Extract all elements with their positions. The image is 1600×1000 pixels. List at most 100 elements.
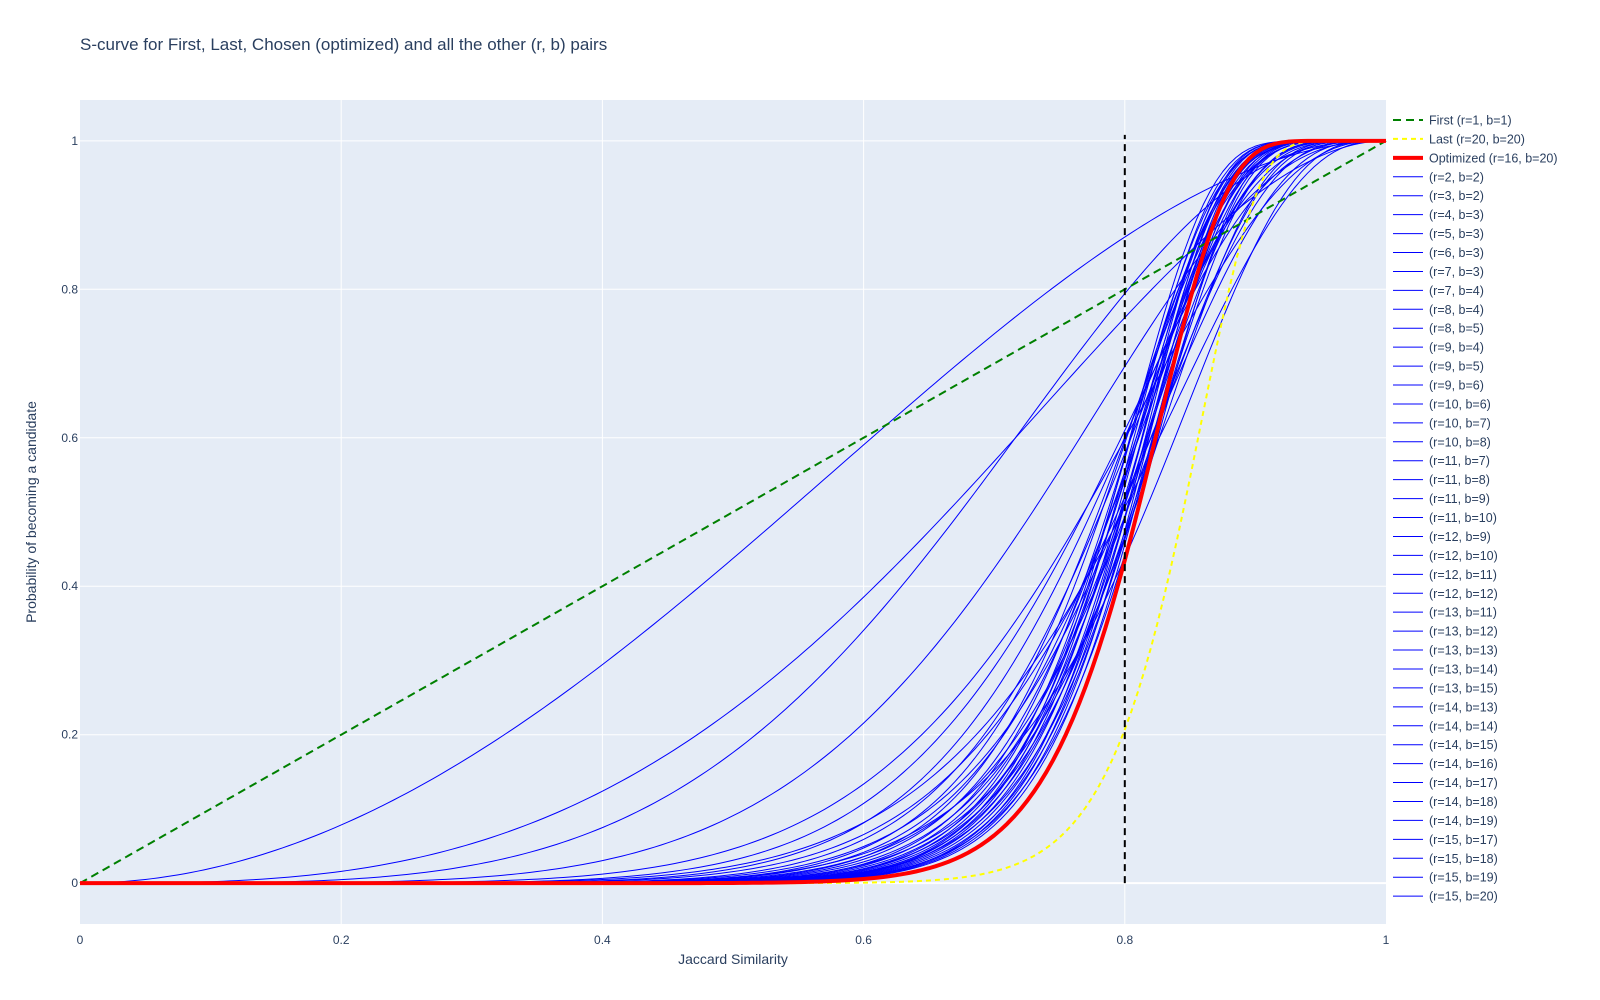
legend-item[interactable]: (r=13, b=12) [1393,625,1498,639]
legend-item[interactable]: (r=7, b=3) [1393,265,1484,279]
x-tick-label: 1 [1383,933,1390,947]
legend-item[interactable]: (r=9, b=6) [1393,379,1484,393]
legend-label: (r=11, b=7) [1429,454,1490,468]
plot-area [80,100,1386,924]
legend-item[interactable]: (r=10, b=7) [1393,416,1491,430]
y-tick-label: 0.2 [61,728,78,742]
legend-label: (r=13, b=11) [1429,606,1497,620]
legend[interactable]: First (r=1, b=1) Last (r=20, b=20) Optimiz… [1393,114,1558,904]
legend-label: (r=8, b=4) [1429,303,1484,317]
legend-label: (r=14, b=13) [1429,700,1498,714]
legend-item[interactable]: (r=4, b=3) [1393,208,1484,222]
legend-item[interactable]: (r=15, b=17) [1393,833,1498,847]
series-line-pairs [80,140,1387,884]
legend-label: (r=14, b=14) [1429,719,1498,733]
legend-label: (r=12, b=12) [1429,587,1498,601]
legend-item[interactable]: (r=5, b=3) [1393,227,1484,241]
legend-label: (r=10, b=8) [1429,435,1491,449]
legend-item[interactable]: (r=9, b=5) [1393,360,1484,374]
legend-item[interactable]: (r=12, b=11) [1393,568,1497,582]
legend-label: (r=9, b=6) [1429,379,1484,393]
legend-item[interactable]: (r=13, b=15) [1393,681,1498,695]
legend-label: (r=13, b=15) [1429,681,1498,695]
legend-item[interactable]: (r=14, b=16) [1393,757,1498,771]
legend-item[interactable]: (r=2, b=2) [1393,170,1484,184]
legend-item[interactable]: (r=13, b=14) [1393,662,1498,676]
legend-label: Optimized (r=16, b=20) [1429,151,1558,165]
y-tick-label: 0 [71,876,78,890]
legend-item[interactable]: (r=10, b=8) [1393,435,1491,449]
legend-label: (r=15, b=20) [1429,890,1498,904]
legend-item[interactable]: (r=9, b=4) [1393,341,1484,355]
legend-label: (r=12, b=10) [1429,549,1498,563]
legend-item[interactable]: (r=11, b=9) [1393,492,1490,506]
series-line-first [79,139,1387,885]
legend-label: (r=2, b=2) [1429,170,1484,184]
legend-item[interactable]: First (r=1, b=1) [1393,114,1512,128]
legend-label: (r=9, b=5) [1429,360,1484,374]
y-tick-label: 0.4 [61,579,78,593]
legend-label: (r=11, b=9) [1429,492,1490,506]
x-axis-title: Jaccard Similarity [678,951,788,967]
legend-label: (r=15, b=17) [1429,833,1498,847]
legend-label: (r=14, b=17) [1429,776,1498,790]
y-tick-label: 0.6 [61,431,78,445]
x-tick-label: 0.6 [855,933,872,947]
legend-label: (r=14, b=19) [1429,814,1498,828]
x-tick-label: 0.8 [1116,933,1133,947]
legend-label: (r=9, b=4) [1429,341,1484,355]
legend-label: (r=13, b=13) [1429,644,1498,658]
legend-item[interactable]: (r=12, b=12) [1393,587,1498,601]
legend-label: (r=10, b=7) [1429,416,1491,430]
legend-label: (r=6, b=3) [1429,246,1484,260]
legend-item[interactable]: (r=14, b=17) [1393,776,1498,790]
legend-item[interactable]: (r=3, b=2) [1393,189,1484,203]
legend-item[interactable]: Last (r=20, b=20) [1393,132,1525,146]
legend-label: (r=7, b=3) [1429,265,1484,279]
x-tick-label: 0.4 [594,933,611,947]
legend-item[interactable]: (r=7, b=4) [1393,284,1484,298]
legend-label: (r=7, b=4) [1429,284,1484,298]
legend-label: (r=12, b=11) [1429,568,1497,582]
chart-title: S-curve for First, Last, Chosen (optimiz… [80,35,607,54]
legend-label: (r=14, b=15) [1429,738,1498,752]
legend-item[interactable]: Optimized (r=16, b=20) [1393,151,1558,165]
x-tick-label: 0.2 [333,933,350,947]
legend-item[interactable]: (r=14, b=13) [1393,700,1498,714]
legend-label: (r=12, b=9) [1429,530,1491,544]
legend-item[interactable]: (r=13, b=11) [1393,606,1497,620]
legend-label: (r=11, b=8) [1429,473,1490,487]
legend-item[interactable]: (r=11, b=7) [1393,454,1490,468]
legend-item[interactable]: (r=12, b=9) [1393,530,1491,544]
legend-label: First (r=1, b=1) [1429,114,1512,128]
legend-label: (r=14, b=18) [1429,795,1498,809]
legend-item[interactable]: (r=8, b=5) [1393,322,1484,336]
legend-label: (r=15, b=19) [1429,871,1498,885]
legend-item[interactable]: (r=14, b=19) [1393,814,1498,828]
legend-item[interactable]: (r=13, b=13) [1393,644,1498,658]
y-tick-label: 1 [71,134,78,148]
legend-label: (r=3, b=2) [1429,189,1484,203]
legend-item[interactable]: (r=8, b=4) [1393,303,1484,317]
legend-item[interactable]: (r=11, b=10) [1393,511,1497,525]
y-axis-title: Probability of becoming a candidate [23,401,39,623]
legend-item[interactable]: (r=15, b=19) [1393,871,1498,885]
series-lines [79,138,1387,886]
legend-item[interactable]: (r=10, b=6) [1393,397,1491,411]
legend-item[interactable]: (r=15, b=18) [1393,852,1498,866]
legend-item[interactable]: (r=14, b=15) [1393,738,1498,752]
legend-item[interactable]: (r=12, b=10) [1393,549,1498,563]
legend-label: (r=10, b=6) [1429,397,1491,411]
legend-item[interactable]: (r=14, b=14) [1393,719,1498,733]
series-line-optimized [80,138,1386,886]
legend-item[interactable]: (r=11, b=8) [1393,473,1490,487]
legend-item[interactable]: (r=6, b=3) [1393,246,1484,260]
legend-label: (r=14, b=16) [1429,757,1498,771]
legend-item[interactable]: (r=14, b=18) [1393,795,1498,809]
legend-label: (r=15, b=18) [1429,852,1498,866]
y-tick-label: 0.8 [61,282,78,296]
legend-item[interactable]: (r=15, b=20) [1393,890,1498,904]
series-line-pairs [79,140,1387,884]
legend-label: (r=4, b=3) [1429,208,1484,222]
